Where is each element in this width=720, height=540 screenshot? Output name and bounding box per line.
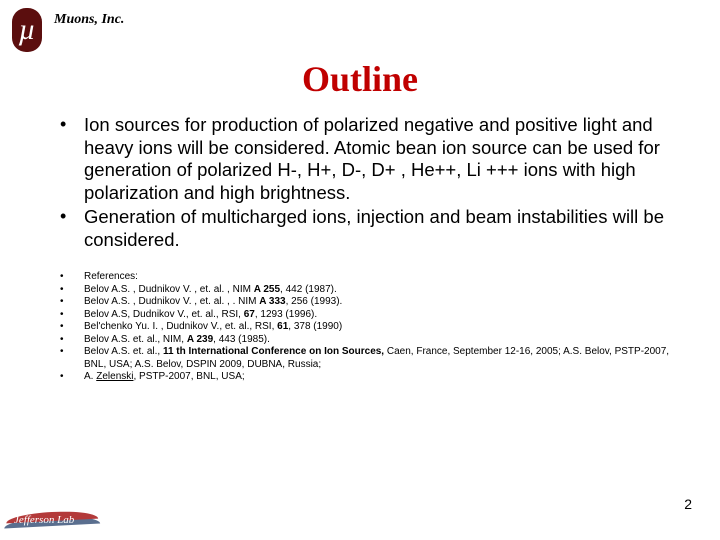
ref-item: A. Zelenski, PSTP-2007, BNL, USA; [50,371,690,384]
main-bullet-list: Ion sources for production of polarized … [0,114,720,251]
jefferson-lab-logo: Jefferson Lab [4,506,104,536]
ref-item: Belov A.S. , Dudnikov V. , et. al. , NIM… [50,284,690,297]
ref-item: References: [50,271,690,284]
mu-logo: µ [12,8,42,52]
page-number: 2 [684,496,692,512]
bullet-item: Generation of multicharged ions, injecti… [50,206,690,251]
ref-item: Bel'chenko Yu. I. , Dudnikov V., et. al.… [50,321,690,334]
ref-item: Belov A.S. et. al., NIM, A 239, 443 (198… [50,334,690,347]
company-name: Muons, Inc. [54,12,124,28]
ref-item: Belov A.S. et. al., 11 th International … [50,346,690,371]
ref-item: Belov A.S, Dudnikov V., et. al., RSI, 67… [50,309,690,322]
slide-header: µ Muons, Inc. [0,0,720,52]
ref-item: Belov A.S. , Dudnikov V. , et. al. , . N… [50,296,690,309]
mu-glyph: µ [18,13,35,47]
logo-text: Jefferson Lab [14,514,74,526]
slide-title: Outline [0,58,720,100]
bullet-item: Ion sources for production of polarized … [50,114,690,204]
references-list: References: Belov A.S. , Dudnikov V. , e… [0,253,720,384]
